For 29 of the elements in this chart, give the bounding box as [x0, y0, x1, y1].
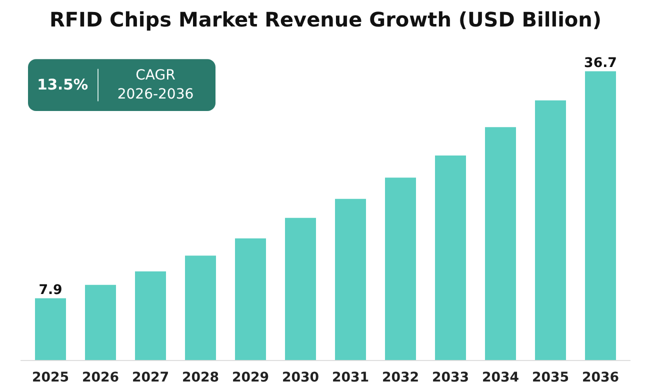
bar	[285, 218, 316, 360]
bar	[185, 256, 216, 360]
x-tick-label: 2033	[432, 370, 470, 384]
bar	[385, 178, 416, 360]
bar	[435, 156, 466, 360]
x-tick-label: 2032	[382, 370, 420, 384]
x-tick-label: 2031	[332, 370, 370, 384]
chart-title: RFID Chips Market Revenue Growth (USD Billion)	[49, 8, 602, 32]
data-label: 7.9	[38, 283, 62, 298]
x-tick-label: 2034	[482, 370, 520, 384]
annotation: 13.5%	[37, 76, 88, 94]
bar	[35, 298, 66, 360]
data-label: 36.7	[584, 56, 617, 72]
x-tick-label: 2028	[182, 370, 220, 384]
annotation: CAGR 2026-2036	[117, 68, 194, 103]
x-tick-label: 2025	[32, 370, 70, 384]
bar	[535, 100, 566, 360]
x-tick-label: 2036	[582, 370, 620, 384]
x-tick-label: 2030	[282, 370, 320, 384]
bar	[235, 238, 266, 360]
bar	[135, 271, 166, 360]
bar	[335, 198, 366, 360]
x-tick-label: 2035	[532, 370, 570, 384]
x-tick-label: 2029	[232, 370, 270, 384]
bar	[585, 71, 616, 360]
x-tick-label: 2026	[82, 370, 120, 384]
bar	[85, 284, 116, 360]
x-tick-label: 2027	[132, 370, 170, 384]
bar	[485, 127, 516, 360]
